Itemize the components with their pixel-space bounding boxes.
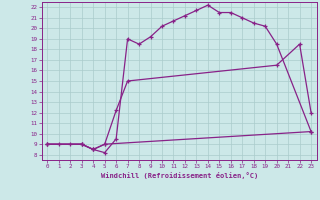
X-axis label: Windchill (Refroidissement éolien,°C): Windchill (Refroidissement éolien,°C) bbox=[100, 172, 258, 179]
